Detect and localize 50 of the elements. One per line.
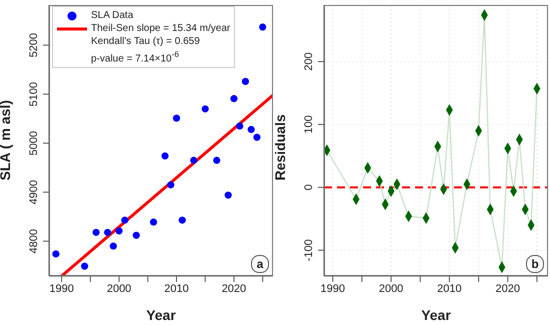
- point: [92, 228, 100, 236]
- x-tick-label: 1990: [49, 282, 74, 295]
- legend-label: Theil-Sen slope = 15.34 m/year: [91, 22, 230, 35]
- x-tick-label: 1990: [320, 282, 345, 295]
- point: [248, 126, 255, 134]
- point: [121, 216, 128, 224]
- point: [161, 152, 169, 160]
- y-tick-label: 4900: [28, 180, 40, 204]
- point: [202, 105, 209, 112]
- x-tick-label: 2010: [164, 282, 189, 295]
- annotation: b: [526, 255, 544, 273]
- point: [132, 232, 140, 239]
- x-tick-label: 2000: [106, 282, 132, 295]
- y-axis-title: SLA ( m asl): [0, 100, 13, 180]
- annotation: a: [251, 255, 269, 273]
- point: [104, 228, 112, 236]
- point: [52, 250, 60, 258]
- y-tick-label: -100: [303, 239, 315, 262]
- point: [259, 23, 266, 31]
- point: [167, 181, 174, 188]
- y-tick-label: 5100: [28, 82, 40, 106]
- x-axis-title: Year: [146, 307, 176, 323]
- point: [81, 262, 88, 270]
- point: [224, 192, 232, 199]
- annotation: Kendall's Tau (τ) = 0.659: [90, 35, 201, 48]
- y-tick-label: 4800: [28, 228, 40, 254]
- y-tick-label: 5000: [28, 130, 40, 156]
- y-tick-label: 5200: [28, 32, 40, 58]
- y-tick-label: 100: [303, 115, 315, 134]
- point: [236, 122, 244, 130]
- y-tick-label: 0: [303, 184, 315, 190]
- y-tick-label: 200: [303, 52, 315, 71]
- x-tick-label: 2020: [496, 282, 520, 295]
- point: [150, 218, 158, 226]
- x-tick-label: 2000: [378, 282, 404, 295]
- point: [242, 78, 249, 86]
- y-axis-title: Residuals: [272, 114, 288, 180]
- point: [253, 134, 260, 141]
- x-axis-title: Year: [421, 307, 452, 323]
- x-tick-label: 2010: [437, 282, 462, 295]
- point: [190, 156, 198, 164]
- point: [178, 216, 186, 224]
- point: [230, 95, 238, 102]
- point: [172, 114, 180, 122]
- legend-label: SLA Data: [91, 9, 134, 22]
- point: [110, 242, 117, 250]
- point: [213, 156, 220, 164]
- point: [116, 227, 123, 234]
- annotation: p-value = 7.14×10$^{-6}$: [90, 48, 180, 66]
- x-tick-label: 2020: [222, 282, 246, 295]
